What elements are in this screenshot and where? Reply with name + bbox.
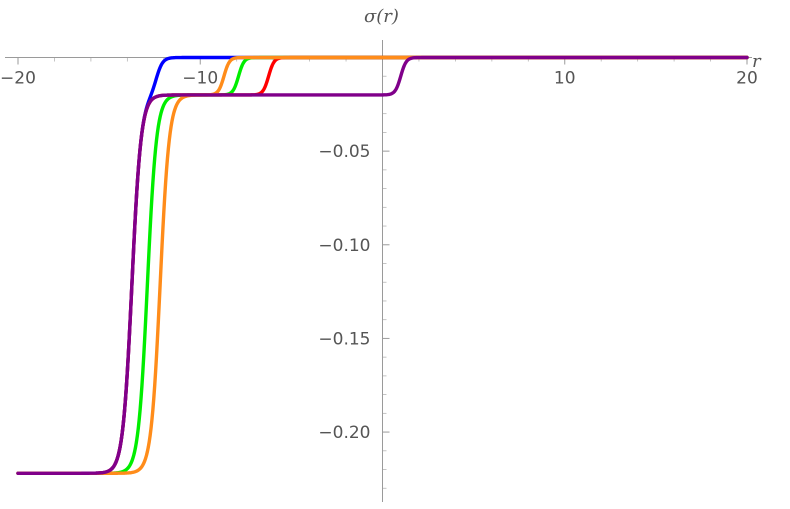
x-tick-label: −20 xyxy=(0,68,36,88)
x-tick-label: 20 xyxy=(736,68,758,88)
y-tick-label: −0.15 xyxy=(318,329,370,349)
x-axis-title: r xyxy=(752,51,762,72)
y-tick-label: −0.10 xyxy=(318,236,370,256)
y-tick-label: −0.05 xyxy=(318,142,370,162)
y-tick-label: −0.20 xyxy=(318,423,370,443)
x-tick-label: −10 xyxy=(182,68,218,88)
series-group xyxy=(16,55,749,475)
tick-labels: −20 −10 10 20 −0.05 −0.10 −0.15 −0.20 xyxy=(0,68,758,443)
y-axis-title: σ(r) xyxy=(364,6,399,27)
series-line-5 xyxy=(16,55,749,475)
x-tick-label: 10 xyxy=(554,68,576,88)
